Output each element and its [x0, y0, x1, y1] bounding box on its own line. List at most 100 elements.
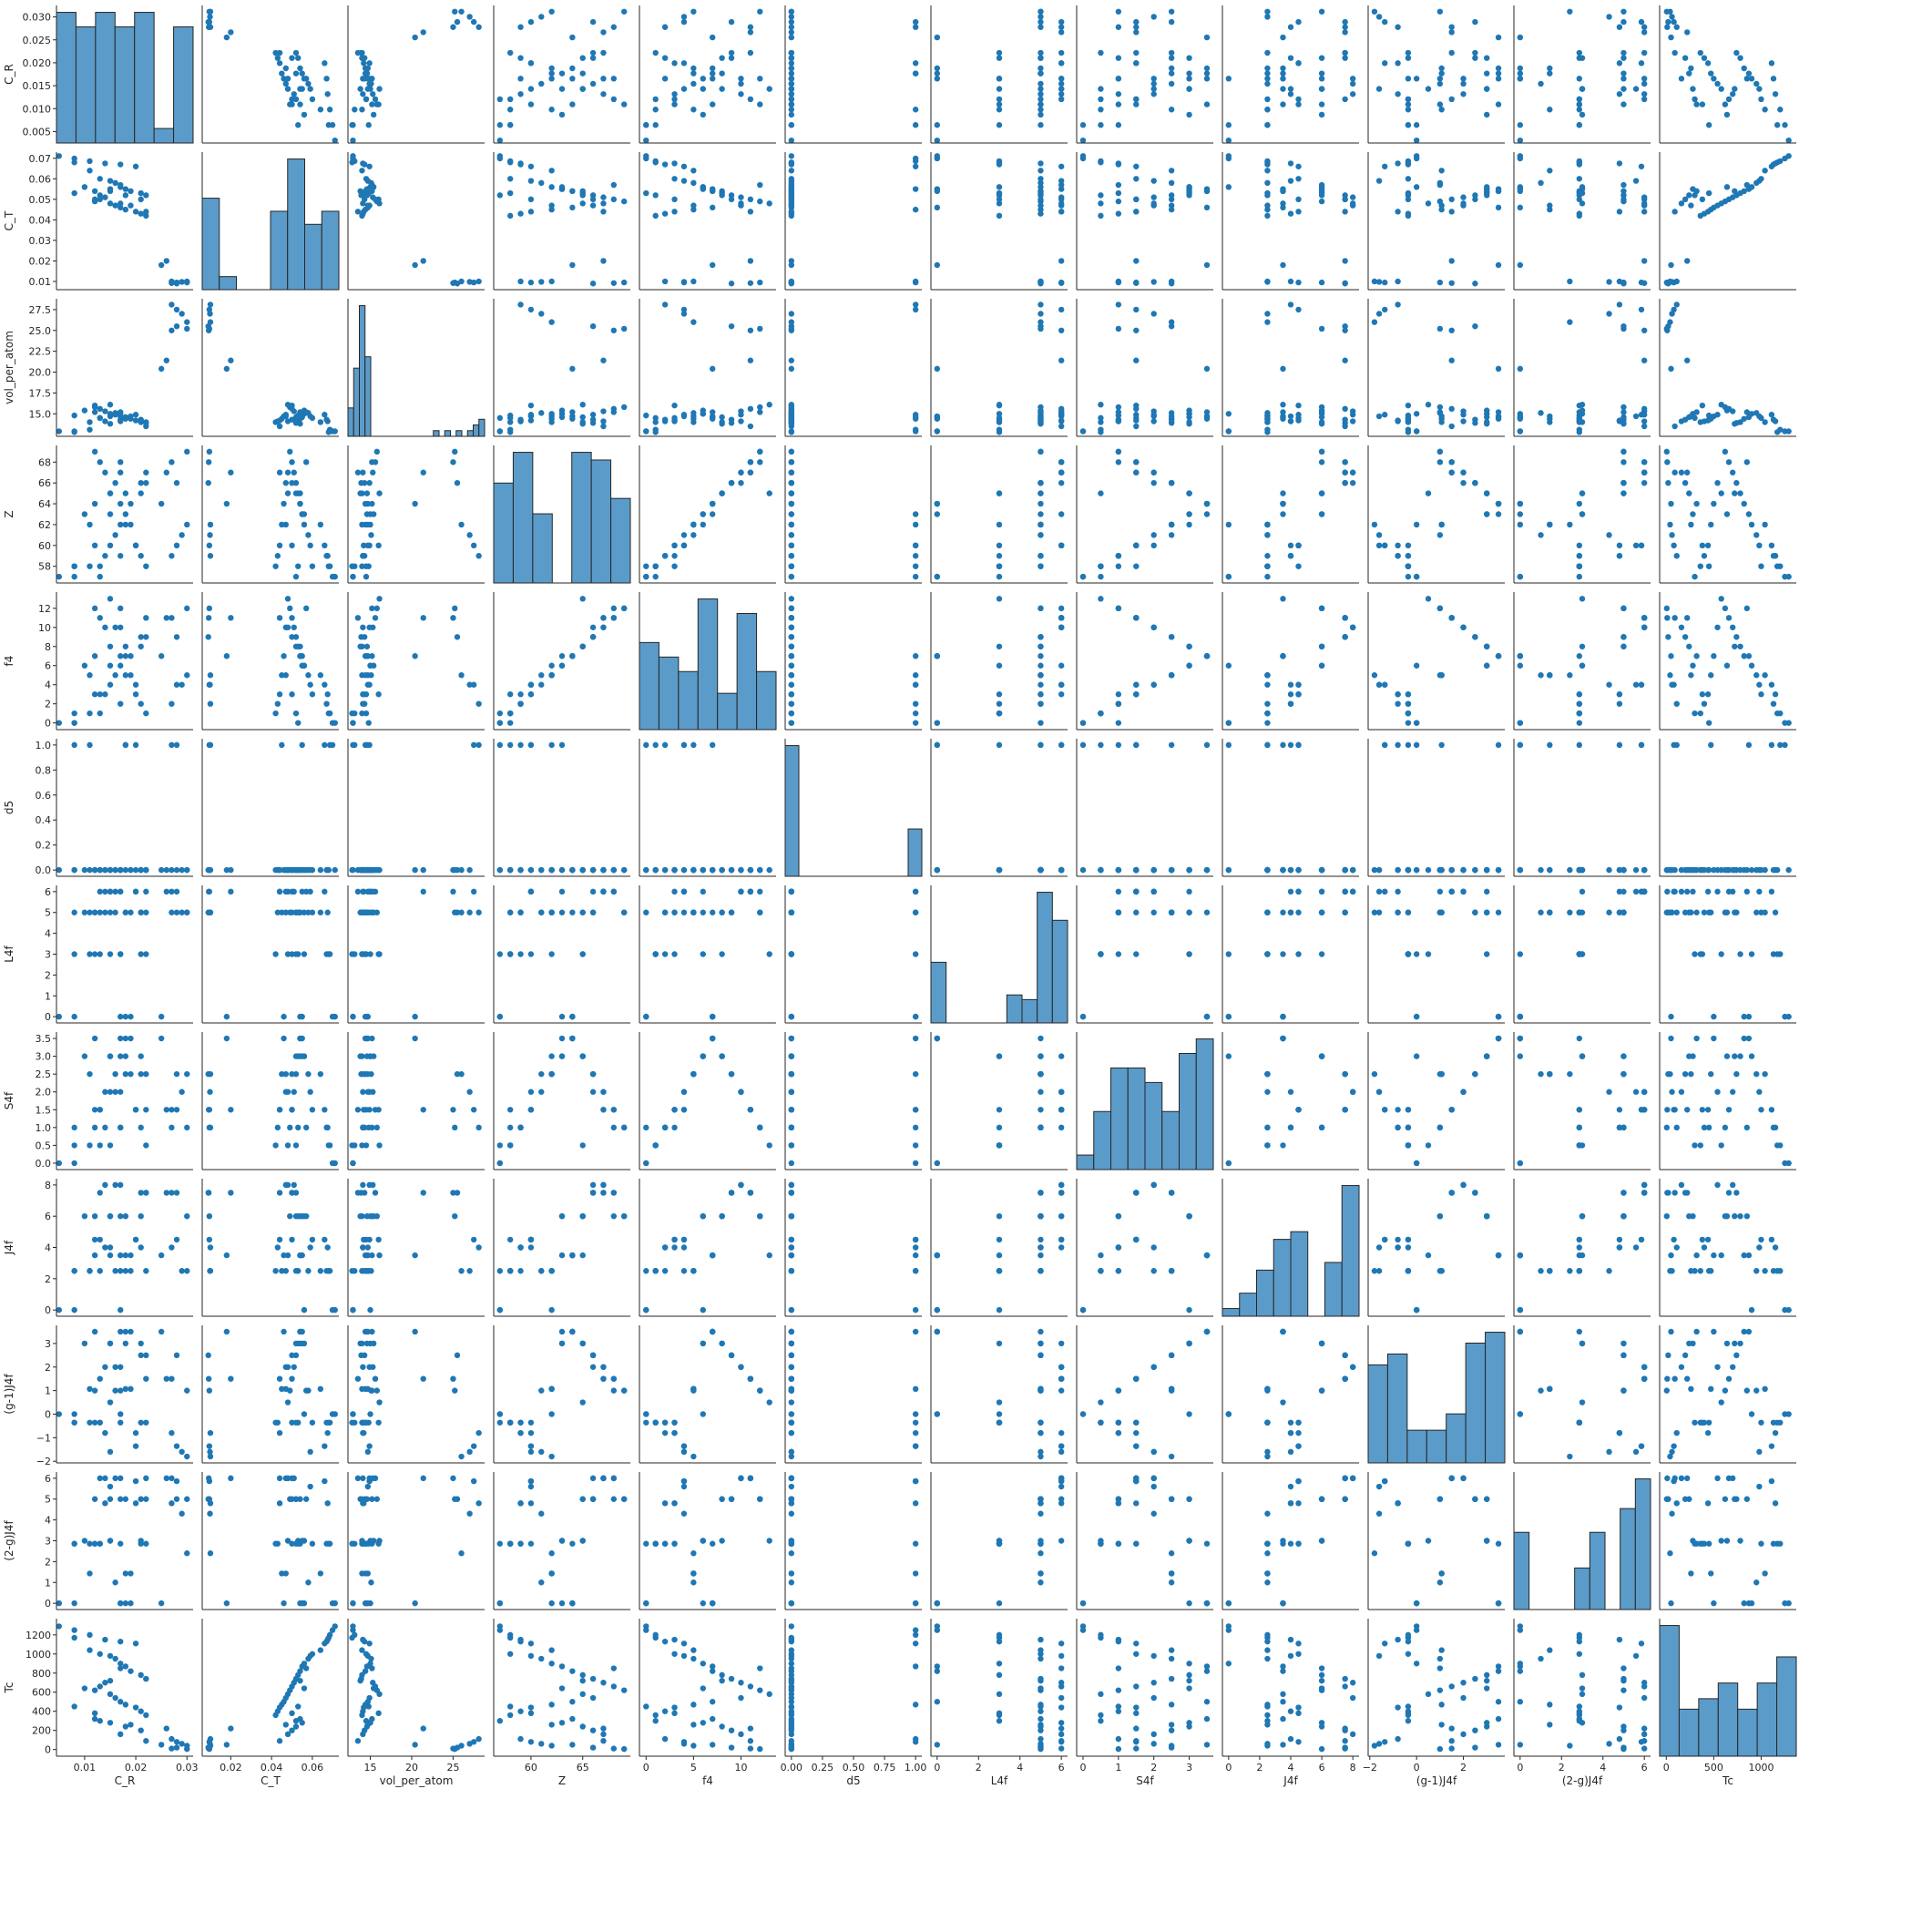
point-f4-c-r-26: [91, 653, 98, 659]
point-c-r-g-1-j4f-30: [1460, 76, 1467, 82]
point-l4f-c-t-41: [301, 909, 308, 915]
point-d5-l4f-2: [996, 741, 1003, 749]
point-c-r-s4f-14: [1186, 55, 1192, 61]
point-d5-s4f-45: [1186, 866, 1192, 874]
point-s4f-c-r-38: [169, 1107, 175, 1113]
point-s4f-2-g-j4f-43: [1576, 1107, 1583, 1113]
point-c-t-z-32: [569, 261, 576, 269]
point-vol-per-atom-2-g-j4f-25: [1576, 419, 1583, 425]
point-c-r-g-1-j4f-37: [1472, 18, 1478, 26]
point-vol-per-atom-c-t-3: [325, 429, 332, 435]
point-c-r-s4f-11: [1186, 76, 1192, 82]
point-c-r-2-g-j4f-33: [1616, 24, 1623, 30]
point-l4f-j4f-32: [1280, 1013, 1286, 1020]
point-j4f-c-r-12: [122, 1252, 129, 1259]
point-c-t-c-r-47: [97, 192, 103, 199]
point-f4-vol-per-atom-30: [360, 624, 366, 630]
point-l4f-tc-45: [1732, 909, 1738, 915]
point-l4f-j4f-11: [1225, 951, 1232, 957]
point-l4f-c-t-45: [297, 909, 303, 915]
point-vol-per-atom-g-1-j4f-35: [1375, 311, 1383, 317]
point-vol-per-atom-s4f-46: [1115, 409, 1122, 415]
point-j4f-vol-per-atom-34: [470, 1236, 477, 1243]
point-l4f-s4f-47: [1098, 951, 1104, 957]
point-z-c-t-3: [325, 563, 332, 569]
point-f4-c-t-19: [284, 596, 291, 602]
point-vol-per-atom-c-t-6: [322, 412, 328, 418]
point-s4f-z-20: [589, 1089, 597, 1095]
y-tick-label: 6: [45, 886, 51, 898]
point-d5-j4f-33: [1287, 741, 1294, 749]
point-l4f-c-t-24: [274, 909, 281, 915]
point-c-t-l4f-43: [996, 196, 1003, 203]
point-vol-per-atom-c-t-42: [276, 423, 283, 430]
point-f4-c-r-34: [173, 681, 180, 688]
point-c-r-l4f-25: [996, 49, 1003, 56]
point-c-t-z-45: [579, 188, 586, 195]
point-d5-s4f-35: [1150, 866, 1157, 874]
panel-f4-vs-s4f: [1076, 592, 1213, 731]
point-c-t-l4f-39: [1038, 279, 1044, 286]
point-d5-c-t-0: [332, 866, 338, 874]
point-c-r-2-g-j4f-15: [1620, 49, 1627, 56]
point-z-vol-per-atom-45: [357, 490, 363, 496]
point-d5-g-1-j4f-45: [1484, 866, 1490, 874]
point-f4-tc-46: [1743, 605, 1751, 612]
point-s4f-d5-1: [912, 1160, 919, 1167]
point-z-c-r-15: [143, 479, 149, 486]
point-s4f-z-41: [558, 1053, 566, 1059]
point-z-c-r-20: [112, 479, 118, 486]
point-c-t-l4f-45: [1038, 188, 1044, 195]
point-z-c-t-29: [289, 479, 295, 486]
point-c-r-tc-22: [1708, 70, 1714, 77]
point-f4-c-r-4: [102, 691, 108, 698]
point-l4f-c-t-19: [284, 951, 291, 957]
point-j4f-c-r-38: [169, 1190, 175, 1196]
point-f4-c-t-47: [292, 710, 300, 717]
point-c-r-s4f-20: [1150, 80, 1157, 87]
point-c-r-g-1-j4f-28: [1484, 70, 1490, 77]
point-l4f-s4f-14: [1186, 951, 1192, 957]
point-z-j4f-41: [1318, 511, 1325, 517]
point-z-c-r-25: [143, 563, 149, 569]
point-c-r-f4-32: [710, 34, 716, 41]
point-s4f-d5-12: [912, 1035, 919, 1042]
panel-c-r-vs-z: [493, 5, 630, 144]
point-d5-vol-per-atom-36: [458, 866, 465, 874]
point-c-t-s4f-45: [1186, 188, 1192, 195]
point-s4f-z-38: [610, 1107, 618, 1113]
point-c-r-f4-30: [738, 76, 744, 82]
point-s4f-f4-34: [680, 1107, 688, 1113]
point-vol-per-atom-c-r-7: [87, 419, 93, 425]
point-j4f-vol-per-atom-38: [450, 1190, 456, 1196]
point-l4f-z-19: [579, 951, 586, 957]
y-tick-label: 6: [45, 660, 51, 672]
point-f4-tc-1: [1782, 720, 1788, 726]
point-z-c-t-37: [205, 479, 211, 486]
point-c-t-2-g-j4f-43: [1576, 196, 1583, 203]
point-z-f4-41: [700, 511, 706, 517]
point-j4f-c-t-24: [274, 1244, 281, 1251]
point-z-c-t-44: [282, 521, 289, 528]
point-z-2-g-j4f-41: [1579, 511, 1586, 517]
point-z-tc-46: [1743, 459, 1751, 465]
point-z-g-1-j4f-30: [1460, 469, 1467, 475]
point-c-t-j4f-43: [1295, 196, 1302, 203]
point-l4f-c-t-21: [281, 1013, 287, 1020]
point-j4f-d5-43: [788, 1236, 795, 1243]
point-l4f-2-g-j4f-32: [1517, 1013, 1524, 1020]
point-z-s4f-20: [1150, 479, 1157, 486]
point-j4f-vol-per-atom-24: [360, 1244, 366, 1251]
point-j4f-c-r-18: [91, 1212, 98, 1220]
point-z-l4f-26: [1038, 500, 1044, 507]
point-c-r-l4f-17: [1058, 96, 1065, 103]
point-l4f-c-r-40: [71, 909, 77, 915]
point-j4f-c-r-31: [163, 1190, 169, 1196]
point-z-j4f-12: [1280, 511, 1286, 517]
point-j4f-c-r-21: [118, 1252, 124, 1259]
point-d5-s4f-0: [1079, 866, 1087, 874]
point-z-c-r-0: [56, 573, 63, 580]
point-z-vol-per-atom-16: [370, 469, 376, 475]
point-s4f-l4f-47: [996, 1142, 1003, 1149]
point-c-r-tc-24: [1701, 55, 1708, 61]
